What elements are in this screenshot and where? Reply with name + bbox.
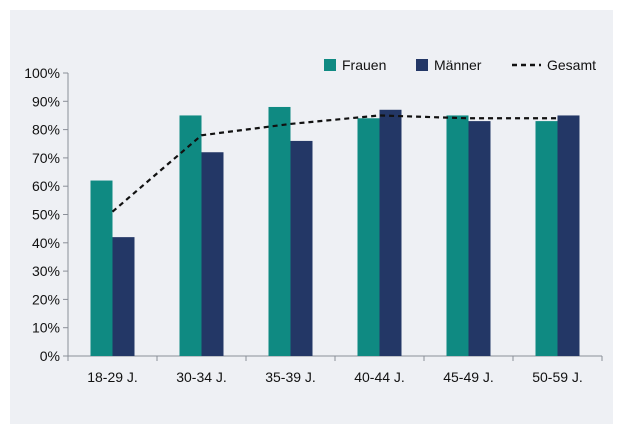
x-tick-label: 30-34 J. [176, 369, 227, 385]
x-tick-label: 45-49 J. [443, 369, 494, 385]
bar-frauen [446, 115, 469, 356]
plot-area: 0% 10% 20% 30% 40% 50% 60% 70% 80% 90% 100% 18-29 J… [24, 65, 603, 385]
legend-label-maenner: Männer [434, 57, 482, 73]
y-tick-label: 100% [24, 65, 60, 81]
y-tick-label: 10% [32, 320, 60, 336]
bar-frauen [268, 106, 291, 357]
y-tick-label: 20% [32, 291, 60, 307]
bar-maenner [557, 115, 580, 356]
legend-label-gesamt: Gesamt [547, 57, 596, 73]
bar-maenner [379, 109, 402, 356]
bar-frauen [535, 121, 558, 356]
y-tick-label: 40% [32, 235, 60, 251]
y-tick-label: 90% [32, 93, 60, 109]
x-tick-label: 18-29 J. [87, 369, 138, 385]
y-tick-label: 0% [40, 348, 60, 364]
bar-maenner [290, 140, 313, 356]
legend-swatch-maenner [416, 59, 428, 71]
y-tick-label: 60% [32, 178, 60, 194]
y-tick-label: 30% [32, 263, 60, 279]
chart-legend: Frauen Männer Gesamt [324, 57, 596, 73]
bar-maenner [468, 121, 491, 356]
line-gesamt [111, 114, 558, 213]
bar-frauen [179, 115, 202, 356]
legend-label-frauen: Frauen [342, 57, 386, 73]
x-tick-label: 40-44 J. [354, 369, 405, 385]
y-tick-label: 70% [32, 150, 60, 166]
legend-swatch-frauen [324, 59, 336, 71]
x-tick-label: 50-59 J. [532, 369, 583, 385]
x-tick-label: 35-39 J. [265, 369, 316, 385]
y-tick-label: 50% [32, 207, 60, 223]
bar-frauen [357, 118, 380, 356]
bar-frauen [90, 180, 113, 356]
bar-maenner [112, 237, 135, 356]
bar-maenner [201, 152, 224, 356]
y-tick-label: 80% [32, 122, 60, 138]
